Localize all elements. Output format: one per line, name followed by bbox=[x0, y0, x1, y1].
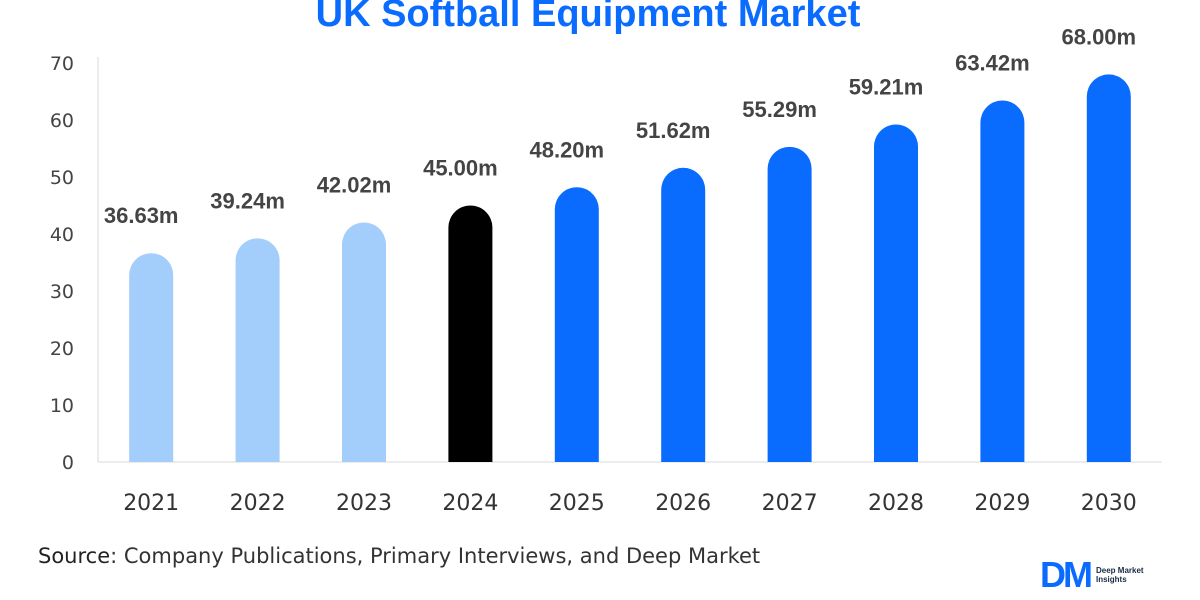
x-tick-label: 2022 bbox=[230, 491, 286, 516]
bar-2029 bbox=[980, 100, 1025, 462]
data-label: 51.62m bbox=[636, 118, 711, 143]
y-tick-label: 60 bbox=[50, 110, 74, 132]
logo-text: Deep Market Insights bbox=[1096, 566, 1144, 584]
y-tick-label: 70 bbox=[50, 53, 74, 75]
source-text: : Company Publications, Primary Intervie… bbox=[110, 544, 761, 568]
data-label: 68.00m bbox=[1061, 24, 1136, 49]
x-tick-label: 2024 bbox=[442, 491, 498, 516]
logo-mark: DM bbox=[1040, 554, 1093, 595]
y-tick-label: 40 bbox=[50, 224, 74, 246]
bar-2028 bbox=[874, 124, 918, 462]
bar-series bbox=[129, 74, 1131, 463]
source-label: Source bbox=[38, 544, 111, 568]
bar-2023 bbox=[342, 222, 386, 462]
bar-2021 bbox=[129, 253, 174, 462]
y-tick-label: 50 bbox=[50, 167, 74, 189]
data-label: 55.29m bbox=[742, 97, 817, 122]
data-label: 45.00m bbox=[423, 156, 498, 181]
data-label: 39.24m bbox=[210, 188, 285, 213]
y-tick-label: 0 bbox=[62, 452, 74, 474]
x-axis: 2021 2022 2023 2024 2025 2026 2027 2028 2029 2030 bbox=[98, 461, 1162, 516]
data-label: 42.02m bbox=[317, 172, 392, 197]
data-label: 36.63m bbox=[104, 203, 179, 228]
chart-title: UK Softball Equipment Market bbox=[316, 0, 861, 35]
x-tick-label: 2030 bbox=[1081, 491, 1137, 516]
x-tick-label: 2023 bbox=[336, 491, 392, 516]
bar-2026 bbox=[661, 167, 706, 463]
x-tick-label: 2021 bbox=[123, 491, 179, 516]
x-tick-label: 2027 bbox=[762, 491, 818, 516]
bar-2024 bbox=[448, 205, 493, 462]
data-label: 48.20m bbox=[529, 137, 604, 162]
data-label: 63.42m bbox=[955, 51, 1030, 76]
data-labels: 36.63m 39.24m 42.02m 45.00m 48.20m 51.62m 55.2… bbox=[104, 24, 1136, 228]
y-axis: 0 10 20 30 40 50 60 70 bbox=[50, 53, 99, 474]
x-tick-label: 2026 bbox=[655, 491, 711, 516]
source-note: Source: Company Publications, Primary In… bbox=[38, 544, 760, 568]
bar-2030 bbox=[1086, 74, 1131, 463]
x-tick-label: 2028 bbox=[868, 491, 924, 516]
bar-2022 bbox=[235, 238, 280, 462]
x-tick-label: 2029 bbox=[974, 491, 1030, 516]
y-tick-label: 10 bbox=[50, 395, 74, 417]
bar-2025 bbox=[554, 187, 599, 462]
data-label: 59.21m bbox=[849, 75, 924, 100]
bar-2027 bbox=[767, 146, 812, 463]
y-tick-label: 20 bbox=[50, 338, 74, 360]
x-tick-label: 2025 bbox=[549, 491, 605, 516]
company-logo: DM Deep Market Insights bbox=[1040, 556, 1146, 594]
y-tick-label: 30 bbox=[50, 281, 74, 303]
